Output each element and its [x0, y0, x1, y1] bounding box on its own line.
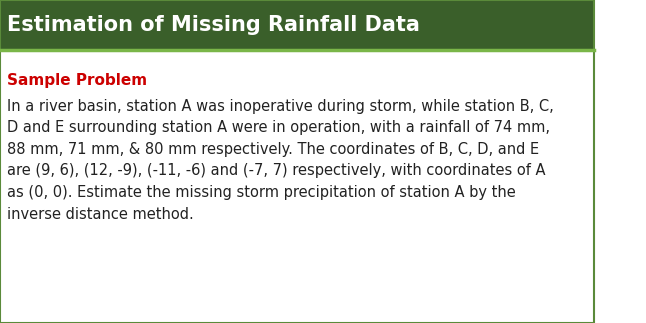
FancyBboxPatch shape — [0, 0, 594, 50]
Text: Estimation of Missing Rainfall Data: Estimation of Missing Rainfall Data — [7, 15, 420, 35]
Text: Sample Problem: Sample Problem — [7, 73, 147, 88]
Text: In a river basin, station A was inoperative during storm, while station B, C,
D : In a river basin, station A was inoperat… — [7, 99, 554, 222]
